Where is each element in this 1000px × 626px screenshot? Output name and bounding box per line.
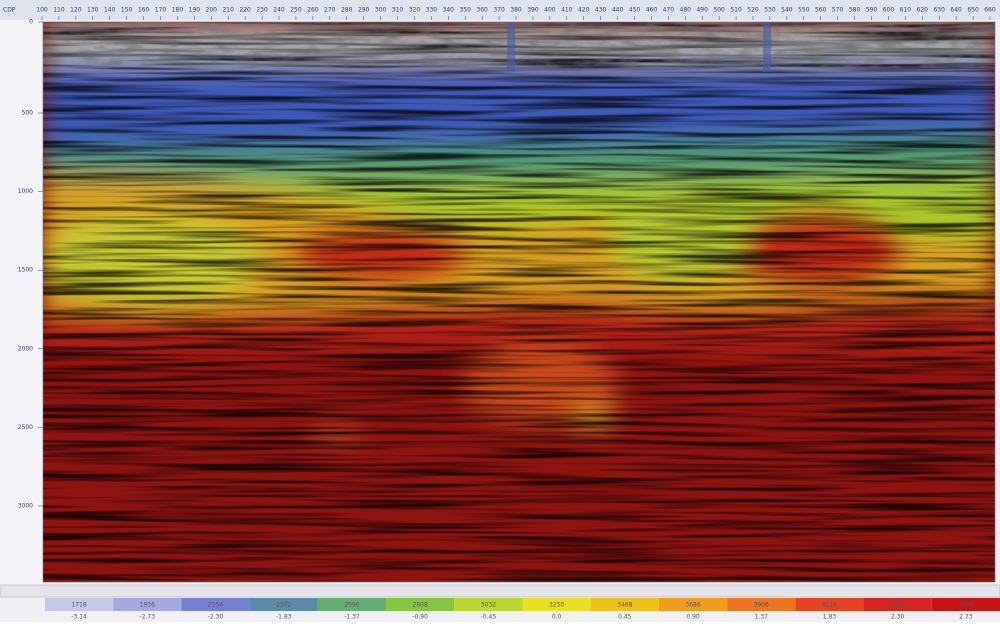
velocity-label: 1718	[71, 602, 86, 609]
top-tick-label: 510	[730, 7, 742, 14]
amplitude-label: -3.14	[71, 614, 87, 621]
top-tick-label: 340	[443, 7, 455, 14]
top-tick-label: 630	[933, 7, 945, 14]
time-tick-label: 2000	[18, 345, 33, 352]
top-tick-label: 460	[646, 7, 658, 14]
top-tick-label: 610	[900, 7, 912, 14]
top-tick-label: 220	[239, 7, 251, 14]
top-axis-label: CDP	[3, 7, 16, 14]
top-tick-label: 410	[561, 7, 573, 14]
top-tick-label: 270	[324, 7, 336, 14]
time-tick-label: 500	[22, 110, 34, 117]
velocity-label: 4560	[958, 602, 973, 609]
amplitude-label: -2.73	[140, 614, 156, 621]
top-tick-label: 330	[426, 7, 438, 14]
velocity-label: 4124	[822, 602, 837, 609]
velocity-label: 2590	[344, 602, 359, 609]
top-tick-label: 350	[459, 7, 471, 14]
top-tick-label: 230	[256, 7, 268, 14]
top-tick-label: 600	[883, 7, 895, 14]
top-tick-label: 650	[967, 7, 979, 14]
velocity-label: 2808	[413, 602, 428, 609]
amplitude-label: -1.37	[344, 614, 360, 621]
top-tick-label: 500	[713, 7, 725, 14]
amplitude-label: 1.37	[755, 614, 769, 621]
top-tick-label: 370	[493, 7, 505, 14]
velocity-label: 3250	[549, 602, 564, 609]
top-tick-label: 300	[375, 7, 387, 14]
amplitude-label: -0.45	[481, 614, 497, 621]
top-tick-label: 380	[510, 7, 522, 14]
top-tick-label: 290	[358, 7, 370, 14]
velocity-label: 3686	[685, 602, 700, 609]
top-tick-label: 250	[290, 7, 302, 14]
top-tick-label: 440	[612, 7, 624, 14]
seismic-viewer: CDP 1718 -3.14 1936 -2.73 2154 -2.30 2372 -1.83…	[0, 0, 1000, 622]
top-tick-label: 190	[189, 7, 201, 14]
time-tick-label: 1500	[18, 267, 33, 274]
page: CDP 1718 -3.14 1936 -2.73 2154 -2.30 2372 -1.83…	[0, 0, 1000, 622]
top-tick-label: 590	[866, 7, 878, 14]
time-tick-label: 0	[29, 19, 33, 26]
top-tick-label: 560	[815, 7, 827, 14]
top-tick-label: 640	[950, 7, 962, 14]
top-tick-label: 530	[764, 7, 776, 14]
top-tick-label: 210	[222, 7, 234, 14]
amplitude-label: 0.90	[686, 614, 700, 621]
top-tick-label: 140	[104, 7, 116, 14]
top-tick-label: 110	[53, 7, 65, 14]
top-tick-label: 120	[70, 7, 82, 14]
time-tick-label: 3000	[18, 503, 33, 510]
top-tick-label: 580	[849, 7, 861, 14]
amplitude-label: 1.83	[823, 614, 837, 621]
amplitude-label: 0.45	[618, 614, 632, 621]
top-tick-label: 160	[138, 7, 150, 14]
amplitude-label: -1.83	[276, 614, 292, 621]
top-tick-label: 310	[392, 7, 404, 14]
top-tick-label: 360	[476, 7, 488, 14]
top-tick-label: 400	[544, 7, 556, 14]
velocity-label: 4342	[890, 602, 905, 609]
top-tick-label: 200	[206, 7, 218, 14]
top-tick-label: 470	[663, 7, 675, 14]
top-tick-label: 320	[409, 7, 421, 14]
top-tick-label: 280	[341, 7, 353, 14]
top-tick-label: 450	[629, 7, 641, 14]
amplitude-label: 2.30	[891, 614, 905, 621]
amplitude-label: 0.0	[552, 614, 562, 621]
velocity-label: 2372	[276, 602, 291, 609]
top-tick-label: 430	[595, 7, 607, 14]
velocity-label: 3032	[481, 602, 496, 609]
top-tick-label: 260	[307, 7, 319, 14]
top-tick-label: 660	[984, 7, 996, 14]
top-tick-label: 570	[832, 7, 844, 14]
top-tick-label: 240	[273, 7, 285, 14]
top-tick-label: 480	[680, 7, 692, 14]
velocity-label: 3906	[754, 602, 769, 609]
amplitude-label: -2.30	[208, 614, 224, 621]
velocity-label: 1936	[140, 602, 155, 609]
top-tick-label: 130	[87, 7, 99, 14]
seismic-image	[40, 22, 995, 582]
top-tick-label: 540	[781, 7, 793, 14]
top-tick-label: 420	[578, 7, 590, 14]
left-axis-bar	[0, 20, 43, 585]
top-tick-label: 620	[917, 7, 929, 14]
top-tick-label: 150	[121, 7, 133, 14]
top-tick-label: 550	[798, 7, 810, 14]
top-tick-label: 100	[36, 7, 48, 14]
amplitude-label: 2.73	[959, 614, 973, 621]
time-tick-label: 1000	[18, 188, 33, 195]
top-tick-label: 490	[696, 7, 708, 14]
top-tick-label: 520	[747, 7, 759, 14]
top-tick-label: 180	[172, 7, 184, 14]
amplitude-label: -0.90	[412, 614, 428, 621]
velocity-label: 3468	[617, 602, 632, 609]
top-tick-label: 390	[527, 7, 539, 14]
time-tick-label: 2500	[18, 424, 33, 431]
top-tick-label: 170	[155, 7, 167, 14]
velocity-label: 2154	[208, 602, 223, 609]
status-strip	[0, 585, 1000, 597]
